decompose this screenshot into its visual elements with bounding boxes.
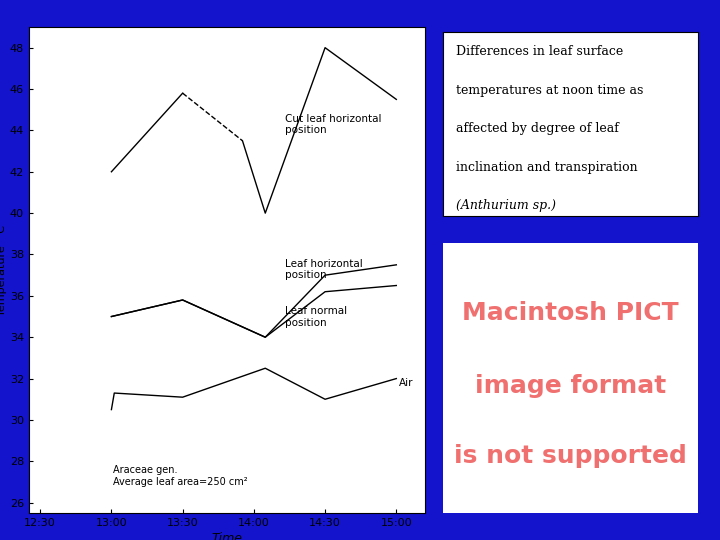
Text: image format: image format xyxy=(475,374,666,398)
Text: Araceae gen.
Average leaf area=250 cm²: Araceae gen. Average leaf area=250 cm² xyxy=(113,465,248,487)
X-axis label: Time: Time xyxy=(211,532,243,540)
Text: Macintosh PICT: Macintosh PICT xyxy=(462,301,679,325)
Text: Cut leaf horizontal
position: Cut leaf horizontal position xyxy=(285,114,382,136)
Text: temperatures at noon time as: temperatures at noon time as xyxy=(456,84,643,97)
Text: Leaf normal
position: Leaf normal position xyxy=(285,306,347,328)
Text: affected by degree of leaf: affected by degree of leaf xyxy=(456,123,618,136)
Text: is not supported: is not supported xyxy=(454,444,687,468)
Text: (Anthurium sp.): (Anthurium sp.) xyxy=(456,199,556,212)
Text: Differences in leaf surface: Differences in leaf surface xyxy=(456,45,623,58)
Text: inclination and transpiration: inclination and transpiration xyxy=(456,161,637,174)
Y-axis label: Temperature  °C: Temperature °C xyxy=(0,225,7,315)
Text: Air: Air xyxy=(399,377,414,388)
Text: Leaf horizontal
position: Leaf horizontal position xyxy=(285,259,363,280)
